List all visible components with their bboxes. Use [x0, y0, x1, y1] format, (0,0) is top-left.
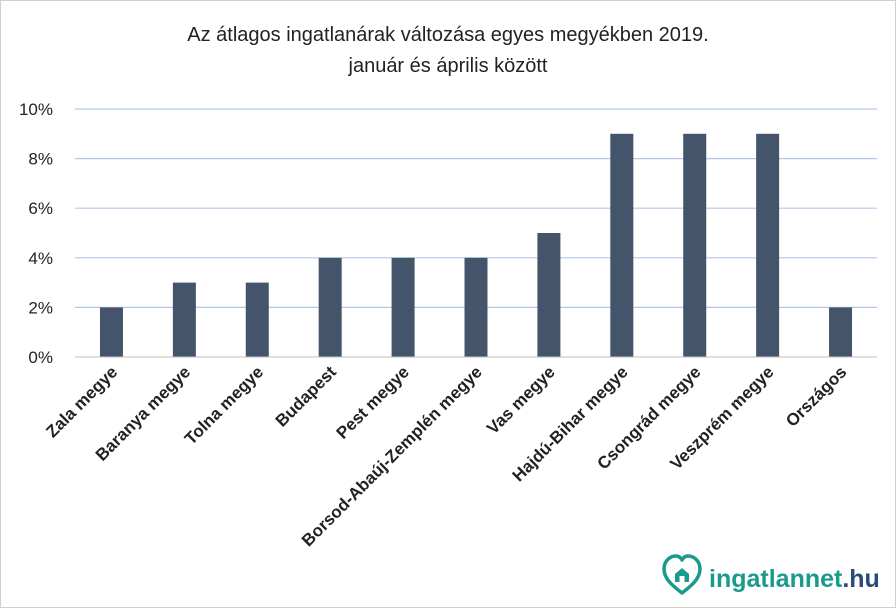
bar	[756, 133, 780, 357]
x-tick-label: Zala megye	[42, 362, 121, 441]
bar	[683, 133, 707, 357]
gridlines	[75, 108, 877, 308]
x-tick-label: Vas megye	[483, 362, 559, 438]
chart-title-line-2: január és április között	[348, 55, 548, 77]
bar	[245, 282, 269, 357]
x-tick-label: Budapest	[272, 362, 340, 430]
y-tick-label: 0%	[28, 348, 53, 367]
bar	[829, 307, 853, 357]
chart-title-line-1: Az átlagos ingatlanárak változása egyes …	[187, 24, 708, 46]
x-tick-label: Országos	[782, 362, 850, 430]
bar	[610, 133, 634, 357]
house-heart-icon	[662, 554, 702, 595]
bar	[172, 282, 196, 357]
bars	[99, 133, 853, 357]
y-tick-label: 8%	[28, 150, 53, 169]
y-axis-ticks: 0% 2% 4% 6% 8% 10%	[19, 100, 53, 367]
bar	[537, 233, 561, 357]
y-tick-label: 4%	[28, 249, 53, 268]
ingatlannet-logo: ingatlannet.hu	[662, 554, 880, 595]
x-tick-label: Tolna megye	[181, 362, 267, 448]
logo-tld: .hu	[842, 565, 880, 593]
bar	[318, 257, 342, 357]
y-tick-label: 10%	[19, 100, 53, 119]
bar	[391, 257, 415, 357]
bar	[464, 257, 488, 357]
x-tick-label: Pest megye	[333, 362, 413, 442]
y-tick-label: 6%	[28, 199, 53, 218]
logo-brand: ingatlannet	[709, 565, 843, 593]
y-tick-label: 2%	[28, 298, 53, 317]
bar	[99, 307, 123, 357]
logo-text: ingatlannet.hu	[709, 565, 880, 593]
